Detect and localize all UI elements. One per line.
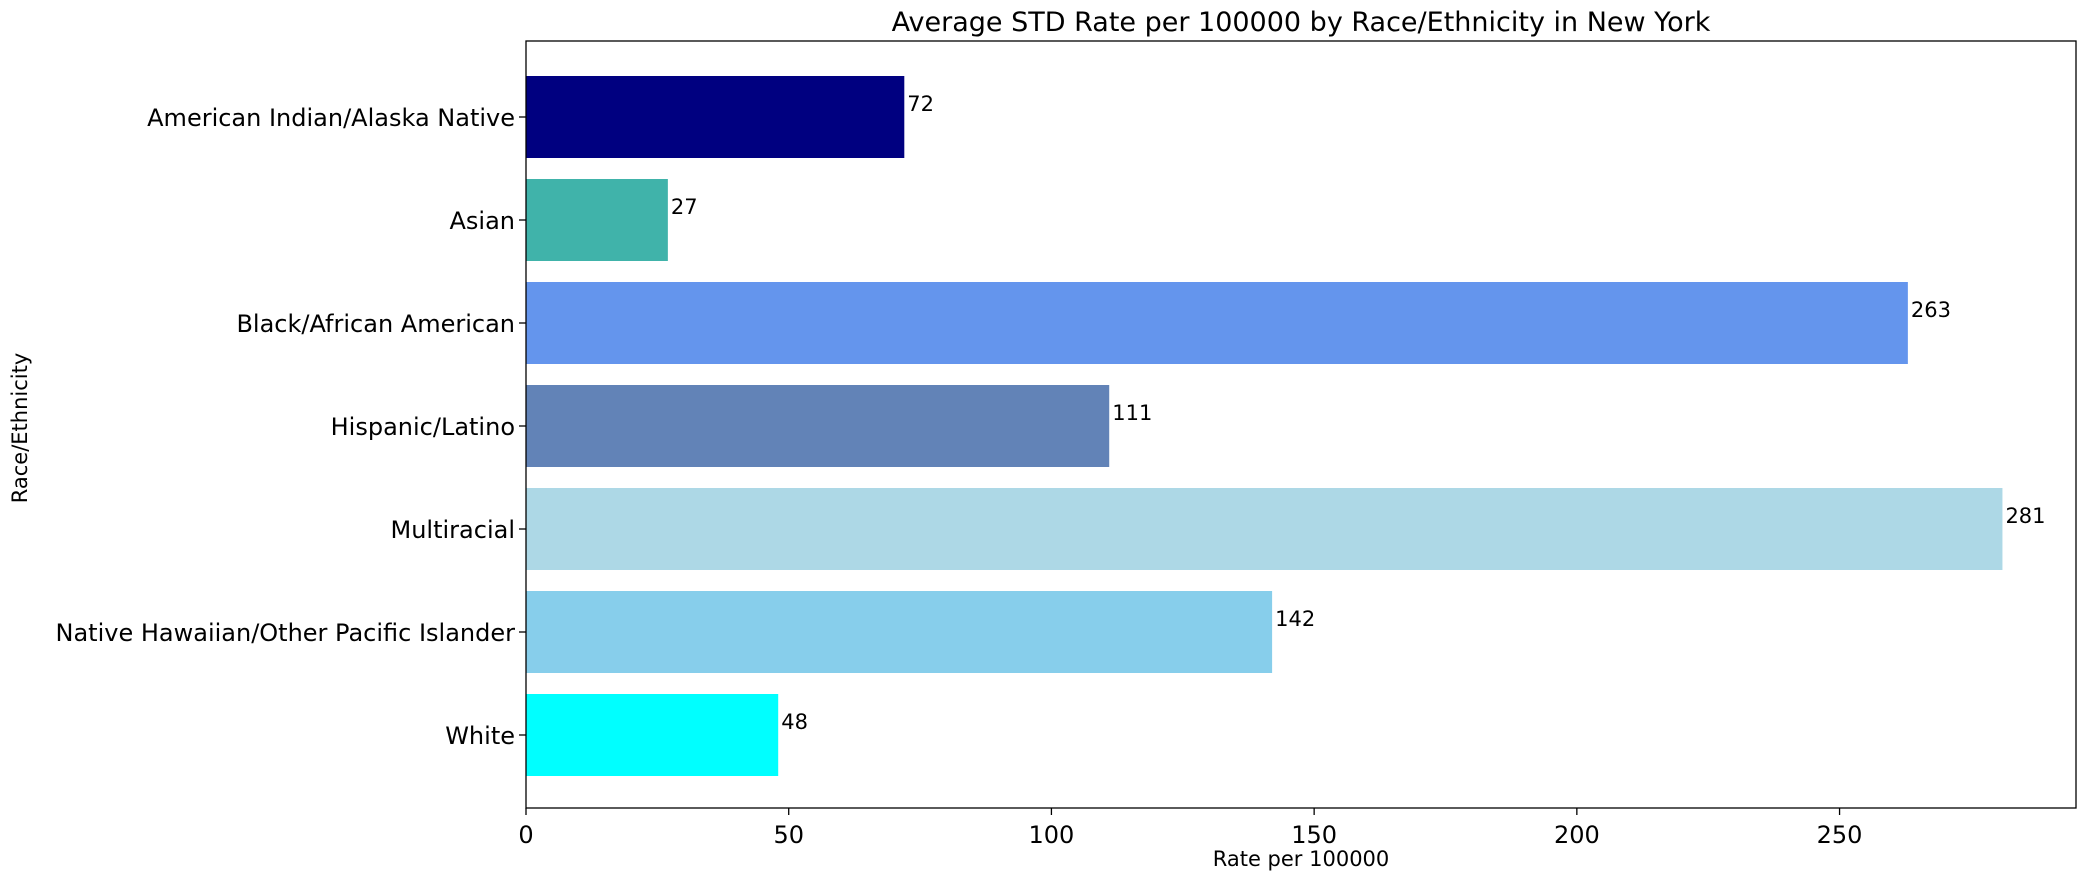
y-tick-label-6: White bbox=[445, 722, 515, 750]
x-axis-title: Rate per 100000 bbox=[1213, 847, 1390, 871]
data-label-1: 27 bbox=[671, 195, 698, 219]
y-tick-label-4: Multiracial bbox=[391, 516, 515, 544]
bar-0 bbox=[526, 76, 905, 158]
bars-group bbox=[526, 76, 2003, 776]
x-tick-label-1: 50 bbox=[773, 821, 804, 849]
x-tick-label-5: 250 bbox=[1817, 821, 1863, 849]
data-label-3: 111 bbox=[1112, 401, 1152, 425]
y-axis-ticks: American Indian/Alaska Native Asian Black/… bbox=[56, 104, 526, 750]
y-tick-label-5: Native Hawaiian/Other Pacific Islander bbox=[56, 619, 516, 647]
chart-title: Average STD Rate per 100000 by Race/Ethn… bbox=[892, 7, 1711, 38]
data-label-5: 142 bbox=[1275, 607, 1315, 631]
x-tick-label-0: 0 bbox=[518, 821, 533, 849]
data-label-4: 281 bbox=[2005, 504, 2045, 528]
bar-5 bbox=[526, 591, 1273, 673]
y-axis-title: Race/Ethnicity bbox=[8, 353, 32, 504]
bar-3 bbox=[526, 385, 1110, 467]
y-tick-label-3: Hispanic/Latino bbox=[331, 413, 515, 441]
data-label-2: 263 bbox=[1911, 298, 1951, 322]
data-label-6: 48 bbox=[781, 710, 808, 734]
x-tick-label-2: 100 bbox=[1029, 821, 1075, 849]
bar-6 bbox=[526, 694, 779, 776]
bar-2 bbox=[526, 282, 1908, 364]
bar-1 bbox=[526, 179, 668, 261]
y-tick-label-1: Asian bbox=[449, 207, 515, 235]
y-tick-label-0: American Indian/Alaska Native bbox=[147, 104, 515, 132]
x-tick-label-4: 200 bbox=[1554, 821, 1600, 849]
y-tick-label-2: Black/African American bbox=[236, 310, 515, 338]
data-label-0: 72 bbox=[907, 92, 934, 116]
x-tick-label-3: 150 bbox=[1291, 821, 1337, 849]
x-axis-ticks: 0 50 100 150 200 250 bbox=[518, 808, 1862, 849]
plot-frame bbox=[525, 40, 2077, 809]
bar-4 bbox=[526, 488, 2003, 570]
data-labels-group: 72 27 263 111 281 142 48 bbox=[671, 92, 2046, 734]
